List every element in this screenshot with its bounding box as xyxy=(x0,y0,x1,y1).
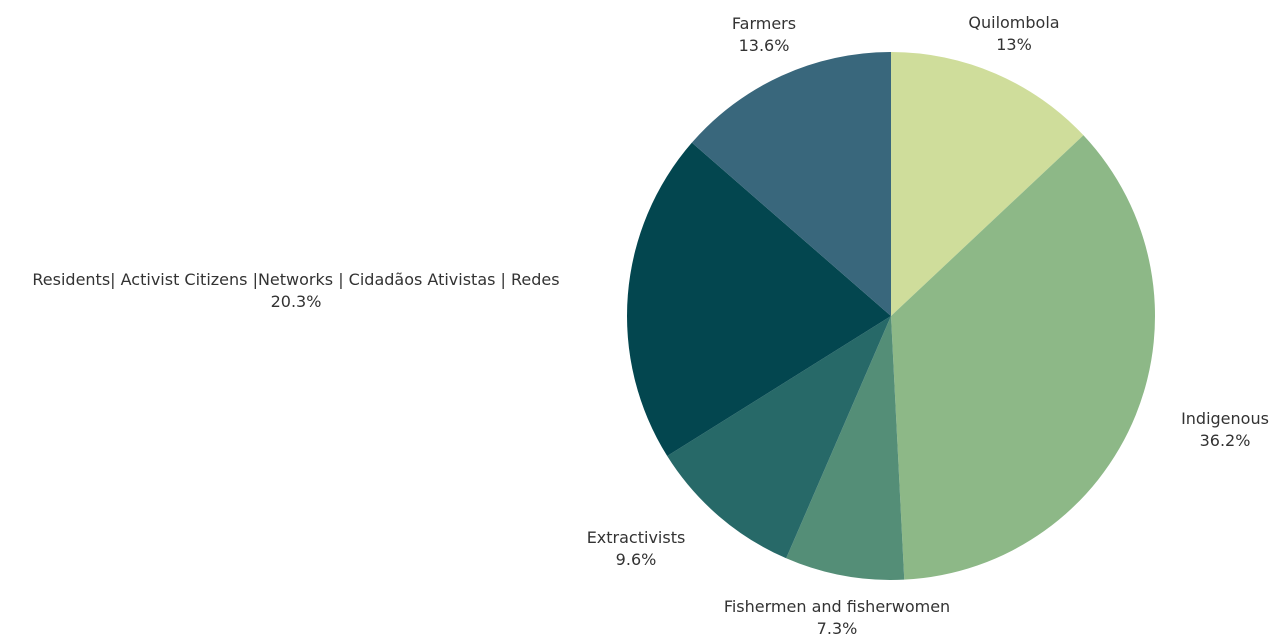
slice-label-name: Extractivists xyxy=(587,528,686,547)
pie-slice-4 xyxy=(627,142,891,457)
slice-label-value: 9.6% xyxy=(616,550,657,569)
slice-label-value: 7.3% xyxy=(817,619,858,638)
pie-slice-3 xyxy=(667,316,891,559)
slice-label-value: 20.3% xyxy=(271,292,322,311)
slice-label-name: Residents| Activist Citizens |Networks |… xyxy=(32,270,559,289)
slice-label-value: 36.2% xyxy=(1200,431,1251,450)
pie-slice-2 xyxy=(786,316,905,581)
slice-label-name: Farmers xyxy=(732,14,796,33)
slice-label-value: 13% xyxy=(996,35,1032,54)
slice-label-value: 13.6% xyxy=(739,36,790,55)
slice-label-name: Quilombola xyxy=(968,13,1059,32)
pie-slice-0 xyxy=(891,52,1084,316)
slice-labels: Quilombola 13% Indigenous 36.2% Fishermen an… xyxy=(32,13,1269,638)
slice-label-name: Fishermen and fisherwomen xyxy=(724,597,950,616)
pie-slice-5 xyxy=(691,52,891,316)
pie-slices xyxy=(627,52,1156,581)
pie-slice-1 xyxy=(891,135,1156,580)
slice-label-name: Indigenous xyxy=(1181,409,1269,428)
